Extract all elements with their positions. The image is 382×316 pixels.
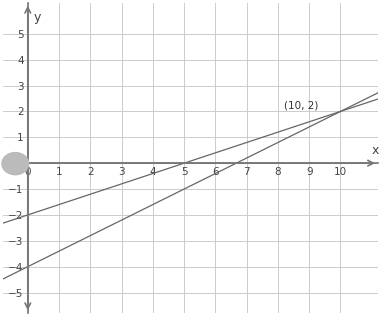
Text: (10, 2): (10, 2) bbox=[284, 101, 319, 111]
Text: x: x bbox=[371, 144, 379, 157]
Text: y: y bbox=[34, 10, 41, 23]
